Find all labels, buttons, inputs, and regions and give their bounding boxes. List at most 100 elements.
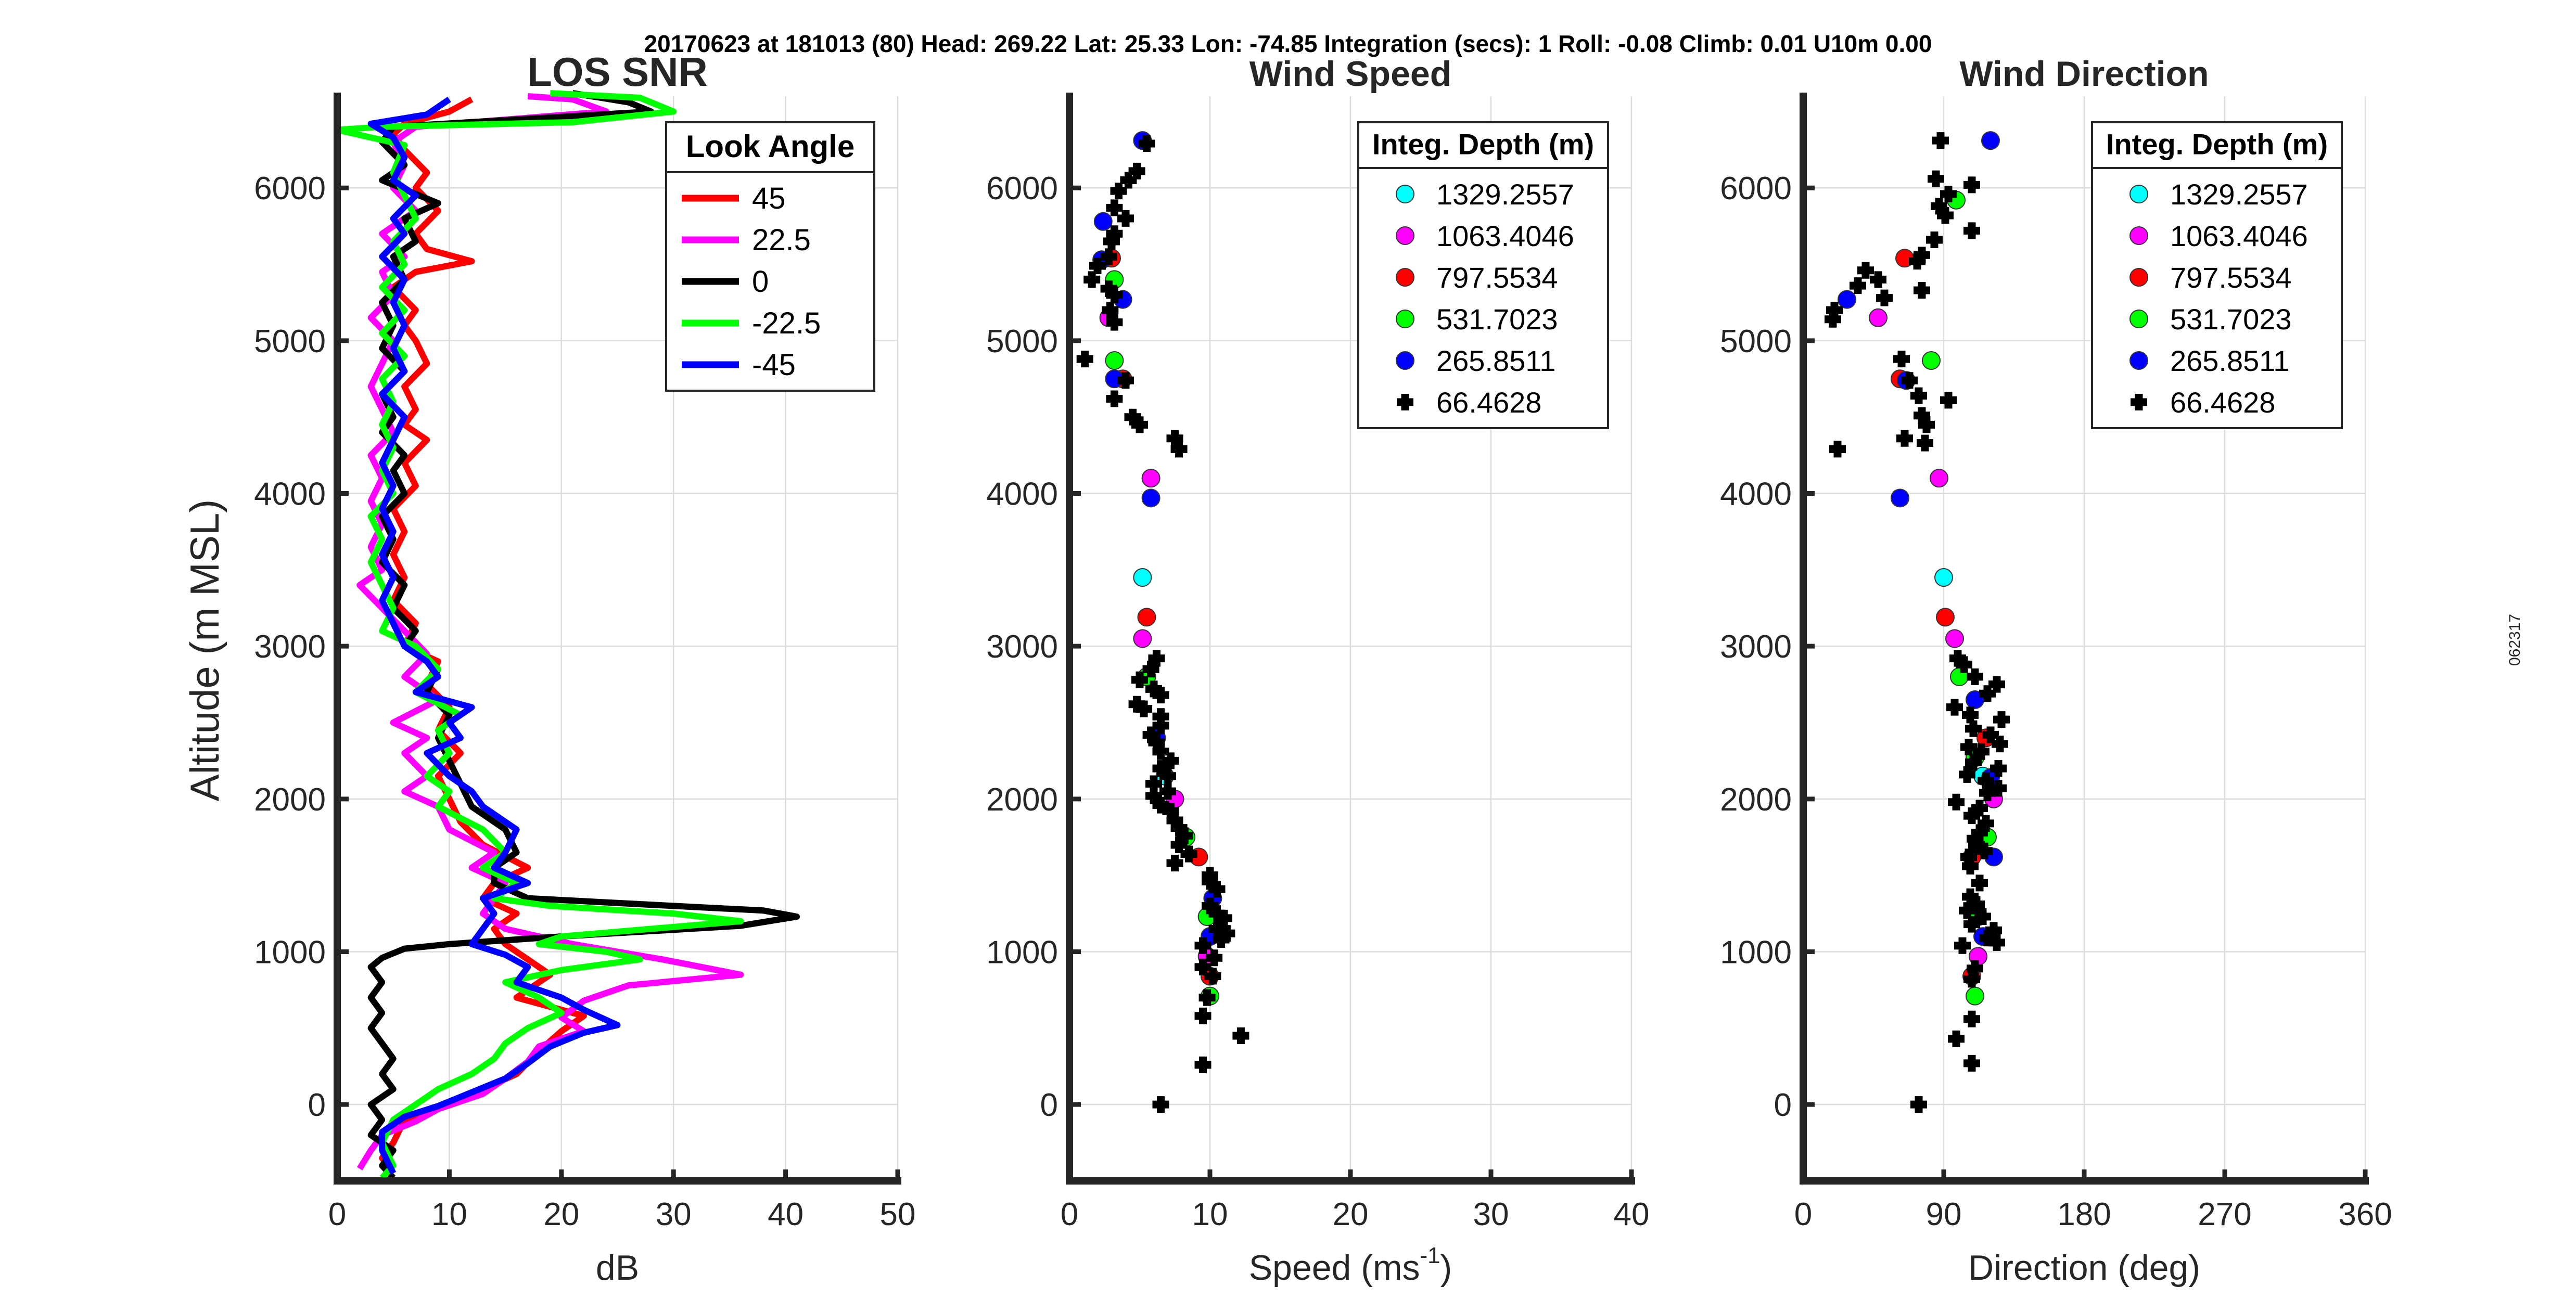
- x-tick-label: 50: [880, 1197, 916, 1232]
- legend-label: 1063.4046: [2170, 220, 2308, 252]
- data-point-plus: [1170, 441, 1188, 458]
- data-point-plus: [1152, 687, 1169, 704]
- y-axis-label: Altitude (m MSL): [182, 499, 227, 802]
- y-tick-label: 1000: [986, 935, 1058, 971]
- y-tick-label: 6000: [254, 171, 326, 207]
- data-point-plus: [1948, 793, 1965, 811]
- data-point-plus: [1917, 434, 1933, 452]
- side-label: 062317: [2506, 614, 2523, 666]
- data-point-plus: [1825, 311, 1841, 328]
- data-point: [1936, 608, 1955, 627]
- data-point-plus: [1102, 302, 1119, 319]
- data-point-plus: [1918, 416, 1935, 433]
- legend-box: [665, 121, 875, 392]
- data-point-plus: [1159, 783, 1176, 800]
- data-point-plus: [1166, 855, 1183, 872]
- y-tick-label: 0: [308, 1087, 326, 1123]
- data-point-plus: [1232, 1027, 1249, 1045]
- data-point: [1966, 986, 1984, 1006]
- los-snr-x-label: dB: [596, 1248, 639, 1288]
- legend-label: 797.5534: [2170, 261, 2292, 294]
- legend-title: Look Angle: [686, 129, 855, 164]
- data-point-plus: [1960, 739, 1977, 755]
- data-point-plus: [1940, 392, 1957, 409]
- data-point-plus: [1896, 430, 1913, 447]
- y-tick-label: 1000: [1720, 935, 1792, 971]
- data-point-plus: [1963, 222, 1980, 239]
- y-tick-label: 5000: [986, 324, 1058, 359]
- data-point-plus: [1993, 711, 2010, 728]
- data-point-plus: [1152, 1096, 1169, 1113]
- data-point-plus: [1990, 780, 2007, 797]
- data-point-plus: [1194, 958, 1212, 975]
- x-label-end: ): [1440, 1248, 1452, 1288]
- x-tick-label: 90: [1926, 1197, 1962, 1232]
- data-point-plus: [1198, 989, 1216, 1006]
- data-point-plus: [1194, 1007, 1212, 1024]
- data-point: [1133, 568, 1152, 587]
- x-label-text: dB: [596, 1248, 639, 1288]
- data-point-plus: [1926, 231, 1943, 249]
- wind-direction-x-label: Direction (deg): [1968, 1248, 2200, 1288]
- data-point: [1945, 629, 1964, 648]
- data-point-plus: [1208, 920, 1226, 937]
- data-point-plus: [1131, 671, 1148, 688]
- data-point-plus: [1089, 257, 1106, 274]
- legend-swatch-66.4628: [2131, 394, 2147, 410]
- data-point-plus: [1988, 676, 2005, 693]
- data-point-plus: [1910, 387, 1927, 404]
- legend-swatch-1329.2557: [1396, 185, 1414, 203]
- data-point-plus: [1965, 720, 1982, 737]
- x-tick-label: 20: [1333, 1197, 1369, 1232]
- legend-label: 0: [752, 265, 769, 299]
- figure-header: 20170623 at 181013 (80) Head: 269.22 Lat…: [644, 30, 1932, 57]
- wind-speed-title: Wind Speed: [1249, 54, 1452, 94]
- data-point-plus: [1909, 253, 1925, 270]
- data-point-plus: [1940, 185, 1957, 202]
- x-tick-label: 0: [1794, 1197, 1812, 1232]
- data-point-plus: [1979, 784, 1996, 802]
- legend-swatch-265.8511: [2129, 351, 2148, 370]
- y-tick-label: 0: [1040, 1087, 1058, 1123]
- legend-label: 1329.2557: [2170, 178, 2308, 211]
- data-point-plus: [1974, 908, 1991, 925]
- data-point-plus: [1162, 752, 1179, 769]
- x-tick-label: 10: [431, 1197, 467, 1232]
- legend-label: 1063.4046: [1436, 220, 1574, 252]
- data-point-plus: [1963, 916, 1980, 933]
- data-point: [1934, 568, 1953, 587]
- legend-swatch-797.5534: [2129, 268, 2148, 287]
- data-point-plus: [1965, 754, 1982, 771]
- data-point-plus: [1967, 668, 1983, 685]
- x-label-superscript: -1: [1420, 1243, 1440, 1268]
- data-point: [1930, 469, 1948, 488]
- data-point: [1141, 488, 1161, 508]
- data-point-plus: [1106, 390, 1123, 407]
- legend-swatch-66.4628: [1397, 394, 1413, 410]
- data-point-plus: [1976, 842, 1993, 859]
- data-point-plus: [1946, 699, 1963, 716]
- data-point-plus: [1948, 1030, 1965, 1047]
- data-point-plus: [1963, 971, 1980, 988]
- data-point-plus: [1117, 210, 1134, 227]
- data-point: [1105, 351, 1124, 370]
- data-point-plus: [1990, 760, 2007, 777]
- data-point-plus: [1857, 262, 1874, 279]
- los-snr-legend: Look Angle 45 22.5 0 -22.5 -45: [665, 121, 875, 392]
- legend-title: Integ. Depth (m): [2106, 128, 2328, 161]
- data-point-plus: [1870, 271, 1886, 288]
- data-point-plus: [1216, 909, 1232, 927]
- legend-label: 265.8511: [1436, 344, 1555, 377]
- legend-label: 531.7023: [2170, 303, 2292, 336]
- data-point-plus: [1138, 135, 1155, 152]
- data-point-plus: [1152, 743, 1169, 760]
- data-point-plus: [1204, 968, 1221, 985]
- data-point-plus: [1170, 836, 1188, 853]
- data-point-plus: [1988, 934, 2005, 951]
- data-point-plus: [1932, 132, 1949, 149]
- y-tick-label: 6000: [1720, 171, 1792, 207]
- data-point-plus: [1194, 937, 1212, 954]
- x-tick-label: 40: [1614, 1197, 1650, 1232]
- y-tick-label: 5000: [254, 324, 326, 359]
- data-point-plus: [1914, 281, 1930, 299]
